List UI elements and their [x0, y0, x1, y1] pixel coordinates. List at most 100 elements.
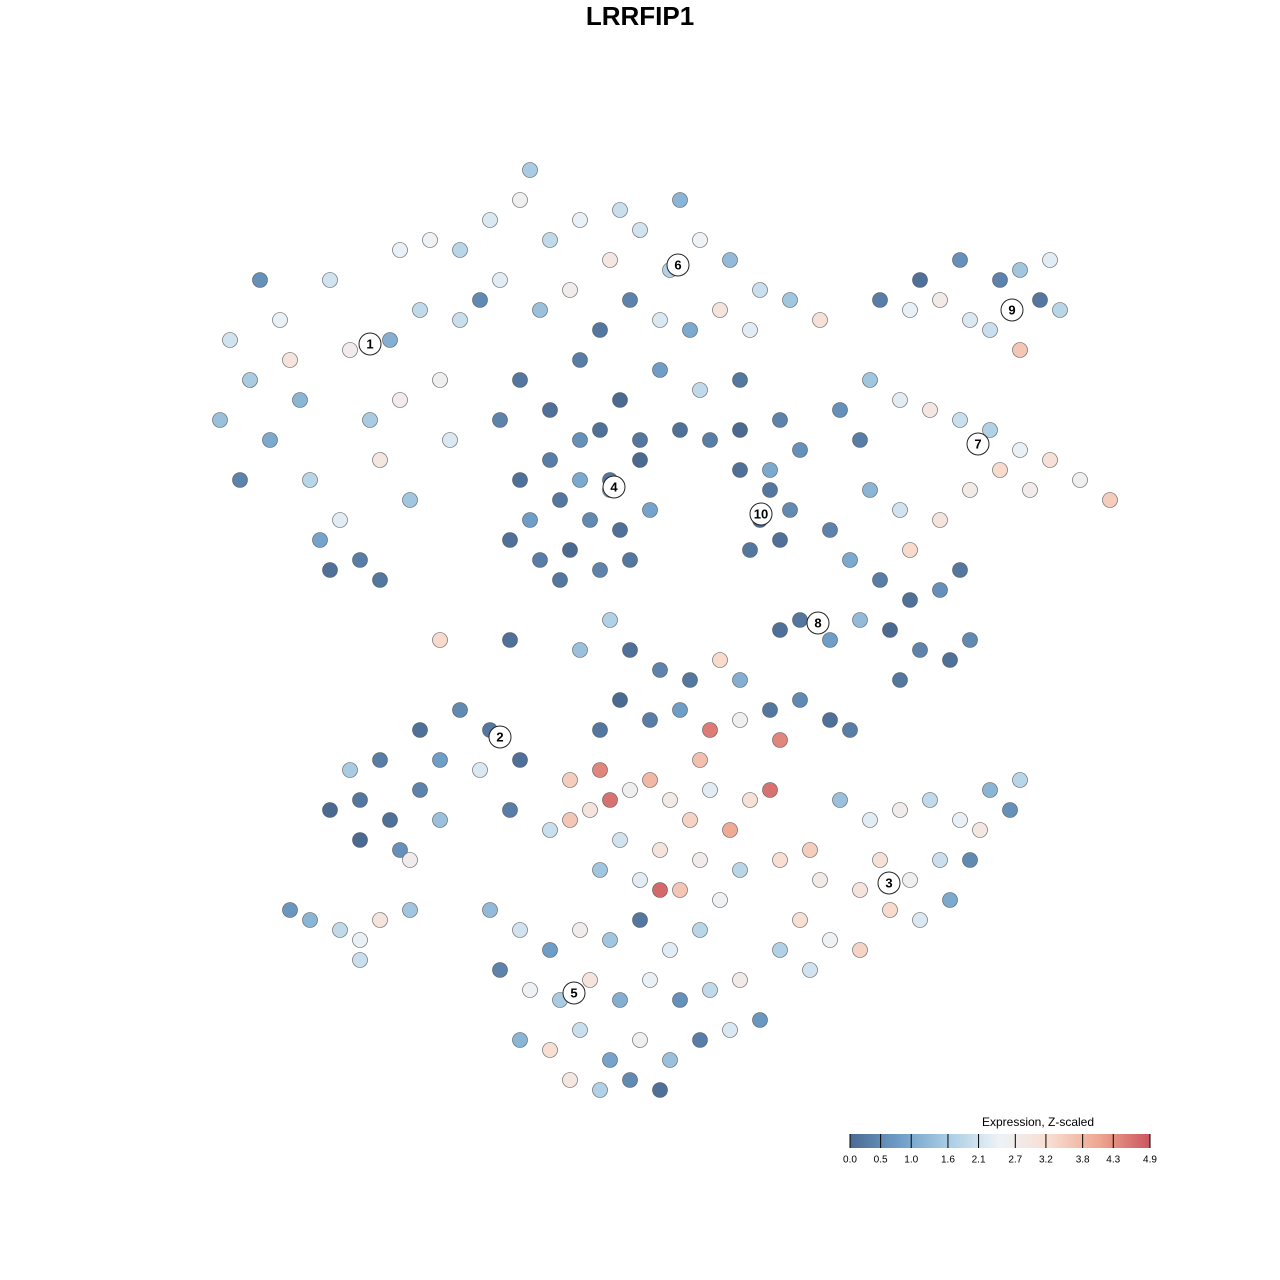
cell-point	[922, 792, 938, 808]
cell-point	[672, 882, 688, 898]
cell-point	[892, 672, 908, 688]
cell-point	[602, 792, 618, 808]
cell-point	[512, 1032, 528, 1048]
cell-point	[902, 542, 918, 558]
cell-point	[452, 242, 468, 258]
cell-point	[452, 312, 468, 328]
cell-point	[882, 902, 898, 918]
cell-point	[372, 912, 388, 928]
cluster-label-bg	[966, 432, 990, 456]
cell-point	[872, 572, 888, 588]
cell-point	[612, 992, 628, 1008]
cell-point	[412, 302, 428, 318]
cell-point	[1072, 472, 1088, 488]
cell-point	[922, 402, 938, 418]
cluster-label: 6	[674, 257, 681, 272]
cell-point	[502, 802, 518, 818]
cell-point	[402, 492, 418, 508]
cell-point	[732, 862, 748, 878]
cell-point	[822, 522, 838, 538]
cell-point	[692, 752, 708, 768]
cell-point	[912, 272, 928, 288]
cell-point	[702, 982, 718, 998]
cell-point	[622, 642, 638, 658]
cell-point	[702, 432, 718, 448]
cell-point	[502, 632, 518, 648]
cell-point	[732, 712, 748, 728]
cell-point	[602, 1052, 618, 1068]
cell-point	[642, 772, 658, 788]
cell-point	[582, 512, 598, 528]
colorbar-tick-label: 0.5	[874, 1155, 888, 1166]
cell-point	[582, 972, 598, 988]
cell-point	[542, 1042, 558, 1058]
cluster-label: 1	[366, 336, 373, 351]
cell-point	[372, 452, 388, 468]
cell-point	[592, 762, 608, 778]
cell-point	[612, 392, 628, 408]
cell-point	[682, 672, 698, 688]
colorbar-tick-label: 3.2	[1039, 1155, 1053, 1166]
cell-point	[412, 782, 428, 798]
cell-point	[952, 562, 968, 578]
cell-point	[712, 302, 728, 318]
cell-point	[772, 622, 788, 638]
cell-point	[952, 812, 968, 828]
cell-point	[852, 612, 868, 628]
cell-point	[792, 912, 808, 928]
cell-point	[442, 432, 458, 448]
cell-point	[272, 312, 288, 328]
colorbar-tick-label: 2.7	[1008, 1155, 1022, 1166]
cell-point	[472, 762, 488, 778]
cell-point	[692, 922, 708, 938]
cell-point	[782, 292, 798, 308]
cell-point	[932, 852, 948, 868]
cell-point	[732, 422, 748, 438]
cell-point	[722, 822, 738, 838]
cell-point	[632, 872, 648, 888]
cell-point	[852, 942, 868, 958]
cell-point	[592, 322, 608, 338]
cell-point	[762, 462, 778, 478]
colorbar-tick-label: 4.3	[1106, 1155, 1120, 1166]
cell-point	[232, 472, 248, 488]
cell-point	[302, 472, 318, 488]
chart-title: LRRFIP1	[586, 1, 694, 31]
cell-point	[742, 322, 758, 338]
cell-point	[672, 422, 688, 438]
cell-point	[932, 512, 948, 528]
cell-point	[1012, 442, 1028, 458]
cell-point	[592, 422, 608, 438]
cell-point	[672, 702, 688, 718]
cell-point	[982, 782, 998, 798]
cluster-label-bg	[602, 475, 626, 499]
cell-point	[312, 532, 328, 548]
cell-point	[792, 442, 808, 458]
cell-point	[572, 922, 588, 938]
cell-point	[532, 552, 548, 568]
colorbar-tick-label: 1.0	[904, 1155, 918, 1166]
cell-point	[832, 402, 848, 418]
colorbar-tick-label: 0.0	[843, 1155, 857, 1166]
cell-point	[842, 552, 858, 568]
cell-point	[352, 552, 368, 568]
cell-point	[992, 462, 1008, 478]
cell-point	[652, 662, 668, 678]
cell-point	[702, 722, 718, 738]
cell-point	[352, 792, 368, 808]
cell-point	[562, 772, 578, 788]
cell-point	[742, 542, 758, 558]
cell-point	[852, 432, 868, 448]
cluster-label: 7	[974, 436, 981, 451]
cluster-label: 9	[1008, 302, 1015, 317]
cell-point	[492, 412, 508, 428]
colorbar-title: Expression, Z-scaled	[982, 1115, 1094, 1129]
cell-point	[622, 1072, 638, 1088]
cell-point	[802, 962, 818, 978]
cell-point	[672, 192, 688, 208]
cell-point	[862, 482, 878, 498]
cell-point	[432, 632, 448, 648]
cell-point	[592, 1082, 608, 1098]
cell-point	[932, 292, 948, 308]
cell-point	[552, 572, 568, 588]
